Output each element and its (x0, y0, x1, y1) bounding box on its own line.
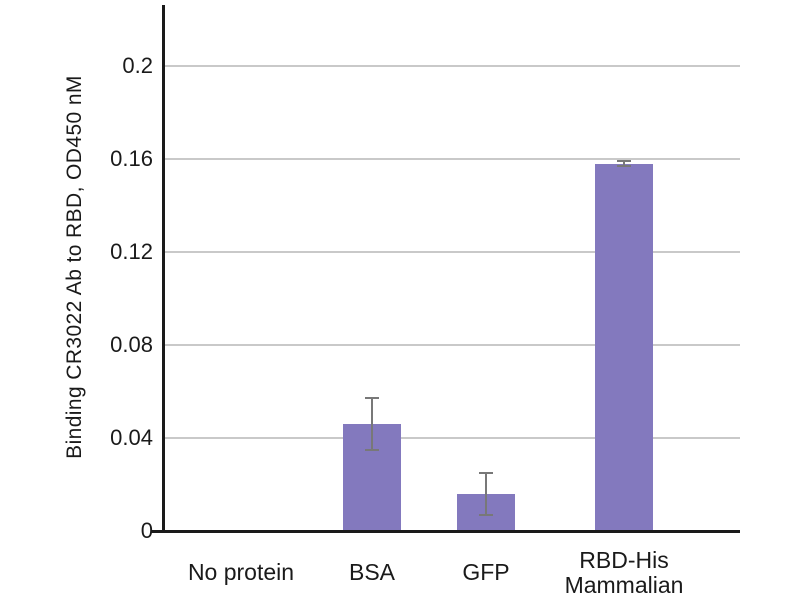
x-category-label-bsa: BSA (292, 560, 452, 585)
x-category-label-gfp: GFP (406, 560, 566, 585)
error-bar-bsa (371, 398, 373, 450)
x-category-label-no-protein: No protein (161, 560, 321, 585)
y-tick-label-0.04: 0.04 (110, 425, 153, 450)
y-tick-label-0.2: 0.2 (122, 53, 153, 78)
y-tick-label-0.16: 0.16 (110, 146, 153, 171)
gridline-0.12 (164, 251, 740, 253)
error-bar-bottom-cap-gfp (479, 513, 493, 516)
error-bar-gfp (485, 472, 487, 515)
y-axis-line (162, 5, 165, 533)
x-category-label-line: Mammalian (564, 572, 684, 598)
error-bar-top-cap-bsa (365, 397, 379, 400)
gridline-0.16 (164, 158, 740, 160)
y-tick-label-0.12: 0.12 (110, 239, 153, 264)
x-category-label-line: RBD-His (579, 547, 669, 573)
x-axis-line (151, 530, 740, 533)
y-tick-label-0: 0 (140, 518, 153, 543)
x-category-label-line: GFP (462, 559, 510, 585)
gridline-0.08 (164, 344, 740, 346)
x-category-label-line: BSA (348, 559, 396, 585)
x-category-label-line: No protein (187, 559, 295, 585)
bar-rbd-his-mammalian (595, 163, 653, 530)
error-bar-bottom-cap-bsa (365, 448, 379, 451)
error-bar-top-cap-gfp (479, 471, 493, 474)
y-tick-label-0.08: 0.08 (110, 332, 153, 357)
gridline-0.2 (164, 65, 740, 67)
gridline-0.04 (164, 437, 740, 439)
error-bar-rbd-his-mammalian (623, 161, 625, 166)
x-category-label-rbd-his-mammalian: RBD-His Mammalian (544, 548, 704, 598)
error-bar-bottom-cap-rbd-his-mammalian (617, 164, 631, 167)
error-bar-top-cap-rbd-his-mammalian (617, 160, 631, 163)
